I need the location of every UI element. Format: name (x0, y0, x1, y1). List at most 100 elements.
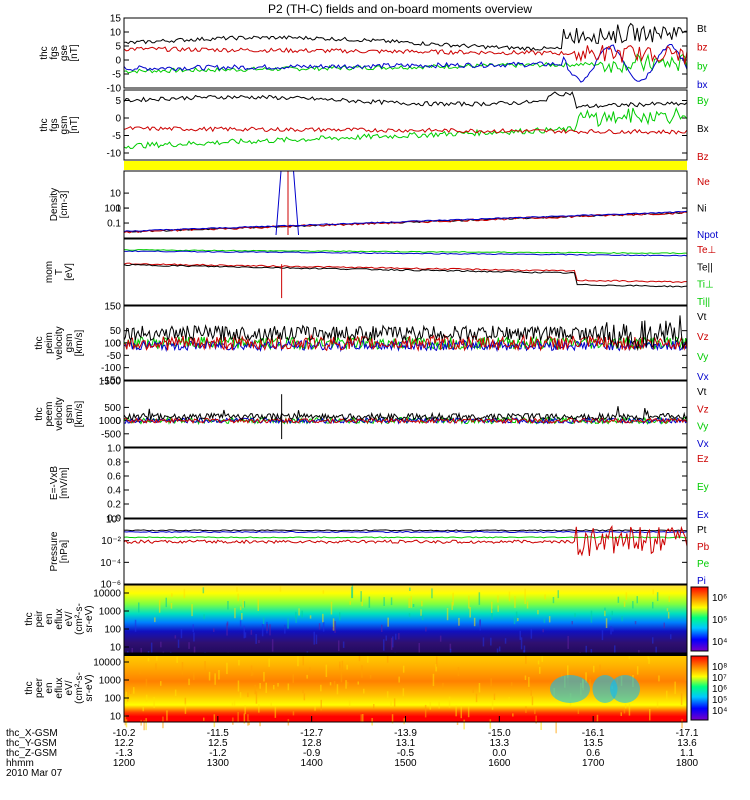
spectrogram-streak (431, 588, 433, 599)
spectrogram-streak (184, 697, 187, 705)
spectrogram-streak (636, 596, 638, 604)
ephemeris-value: -17.1 (676, 728, 699, 739)
spectrogram-streak (156, 654, 158, 661)
spectrogram-streak (542, 629, 544, 633)
y-tick-label: -150 (101, 376, 121, 387)
legend-ez: Ez (697, 454, 709, 465)
spectrogram-streak (160, 641, 162, 648)
spectrogram-streak (621, 616, 623, 622)
panel-ylabel-line: velocity (54, 326, 65, 359)
spectrogram-streak (140, 648, 142, 655)
spectrogram-streak (498, 646, 501, 652)
spectrogram-streak (218, 670, 220, 680)
spectrogram-streak (155, 663, 157, 671)
legend-bt: Bt (697, 24, 707, 35)
y-tick-label: 15 (110, 14, 122, 25)
spectrogram-streak (508, 591, 511, 602)
spectrogram-image (124, 585, 687, 653)
panel-ylabel-line: gsm (59, 116, 70, 135)
spectrogram-streak (590, 610, 593, 623)
series-trace-blue (123, 44, 688, 83)
spectrogram-streak (403, 718, 405, 725)
y-tick-label: -5 (112, 131, 121, 142)
ephemeris-value: 12.2 (114, 738, 134, 749)
spectrogram-streak (649, 709, 651, 721)
spectrogram-streak (261, 624, 264, 637)
spectrogram-streak (184, 702, 187, 714)
y-tick-label: 1 (115, 204, 121, 215)
spectrogram-streak (239, 692, 242, 698)
quality-flag-bar (124, 161, 687, 170)
spectrogram-streak (585, 645, 587, 656)
spectrogram-streak (153, 697, 155, 709)
colorbar-label: 10⁷ (712, 673, 727, 684)
spectrogram-streak (265, 682, 267, 693)
spectrogram-streak (341, 660, 344, 671)
spectrogram-streak (652, 601, 654, 609)
spectrogram-streak (531, 696, 534, 706)
spectrogram-streak (438, 701, 440, 709)
spectrogram-streak (273, 685, 275, 690)
y-tick-label: 0 (115, 339, 121, 350)
panel-ylabel-line: [nT] (69, 44, 80, 61)
spectrogram-streak (138, 602, 140, 613)
panel-ylabel-line: sr-eV) (84, 674, 95, 701)
panel-frame (123, 17, 688, 89)
spectrogram-streak (193, 646, 196, 656)
panel-ylabel-line: thc (34, 407, 45, 420)
spectrogram-streak (231, 702, 234, 706)
spectrogram-streak (193, 671, 195, 680)
panel-frame (123, 584, 688, 654)
spectrogram-streak (147, 658, 150, 662)
spectrogram-streak (585, 672, 587, 683)
spectrogram-streak (596, 714, 599, 722)
legend-vy: Vy (697, 352, 708, 363)
spectrogram-streak (170, 603, 173, 609)
spectrogram-streak (543, 618, 546, 623)
spectrogram-streak (504, 638, 507, 644)
spectrogram-streak (386, 691, 389, 698)
spectrogram-streak (493, 693, 496, 700)
spectrogram-streak (612, 627, 614, 632)
spectrogram-streak (421, 614, 424, 621)
spectrogram-streak (625, 592, 628, 600)
spectrogram-streak (368, 596, 371, 608)
x-tick-label: 1500 (394, 758, 417, 769)
spectrogram-streak (331, 626, 334, 631)
spectrogram-streak (479, 619, 481, 631)
ephemeris-value: -0.9 (303, 748, 321, 759)
spectrogram-streak (254, 684, 256, 695)
series-trace-red (123, 126, 688, 135)
spectrogram-streak (525, 655, 527, 664)
panel-peem-velocity: thc peem velocity gsm [km/s] 1500 1000 500 0 -500… (34, 377, 709, 451)
legend-ex: Ex (697, 510, 709, 521)
spectrogram-streak (250, 665, 253, 676)
spectrogram-streak (439, 635, 442, 642)
ephemeris-value: -11.5 (207, 728, 229, 739)
panel-ylabel-line: velocity (54, 397, 65, 430)
y-tick-label: 0 (115, 56, 121, 67)
panel-e-field: E=-VxB [mV/m] 1.0 0.8 0.6 0.4 0.2 0.0 Ez Ey Ex (49, 444, 709, 525)
spectrogram-streak (237, 680, 240, 692)
spectrogram-streak (322, 590, 325, 594)
y-tick-label: 0.6 (107, 472, 121, 483)
series-trace-red (123, 45, 688, 65)
spectrogram-streak (647, 655, 649, 660)
series-trace-green (123, 107, 688, 150)
colorbar-label: 10⁸ (712, 662, 727, 673)
spectrogram-streak (269, 624, 271, 636)
panel-ylabel-line: gse (59, 45, 70, 62)
spectrogram-streak (524, 675, 527, 680)
spectrogram-streak (392, 636, 394, 648)
y-tick-label: 100 (104, 694, 121, 705)
y-tick-label: 10⁻⁴ (100, 558, 121, 569)
spectrogram-streak (605, 618, 608, 628)
panel-ylabel-line: peer (34, 677, 45, 698)
y-tick-label: -50 (107, 351, 122, 362)
panel-ylabel-line: eV/ (64, 611, 75, 626)
spectrogram-streak (497, 595, 499, 603)
spectrogram-streak (402, 665, 405, 673)
ephemeris-value: -16.1 (582, 728, 605, 739)
spectrogram-streak (301, 610, 303, 618)
